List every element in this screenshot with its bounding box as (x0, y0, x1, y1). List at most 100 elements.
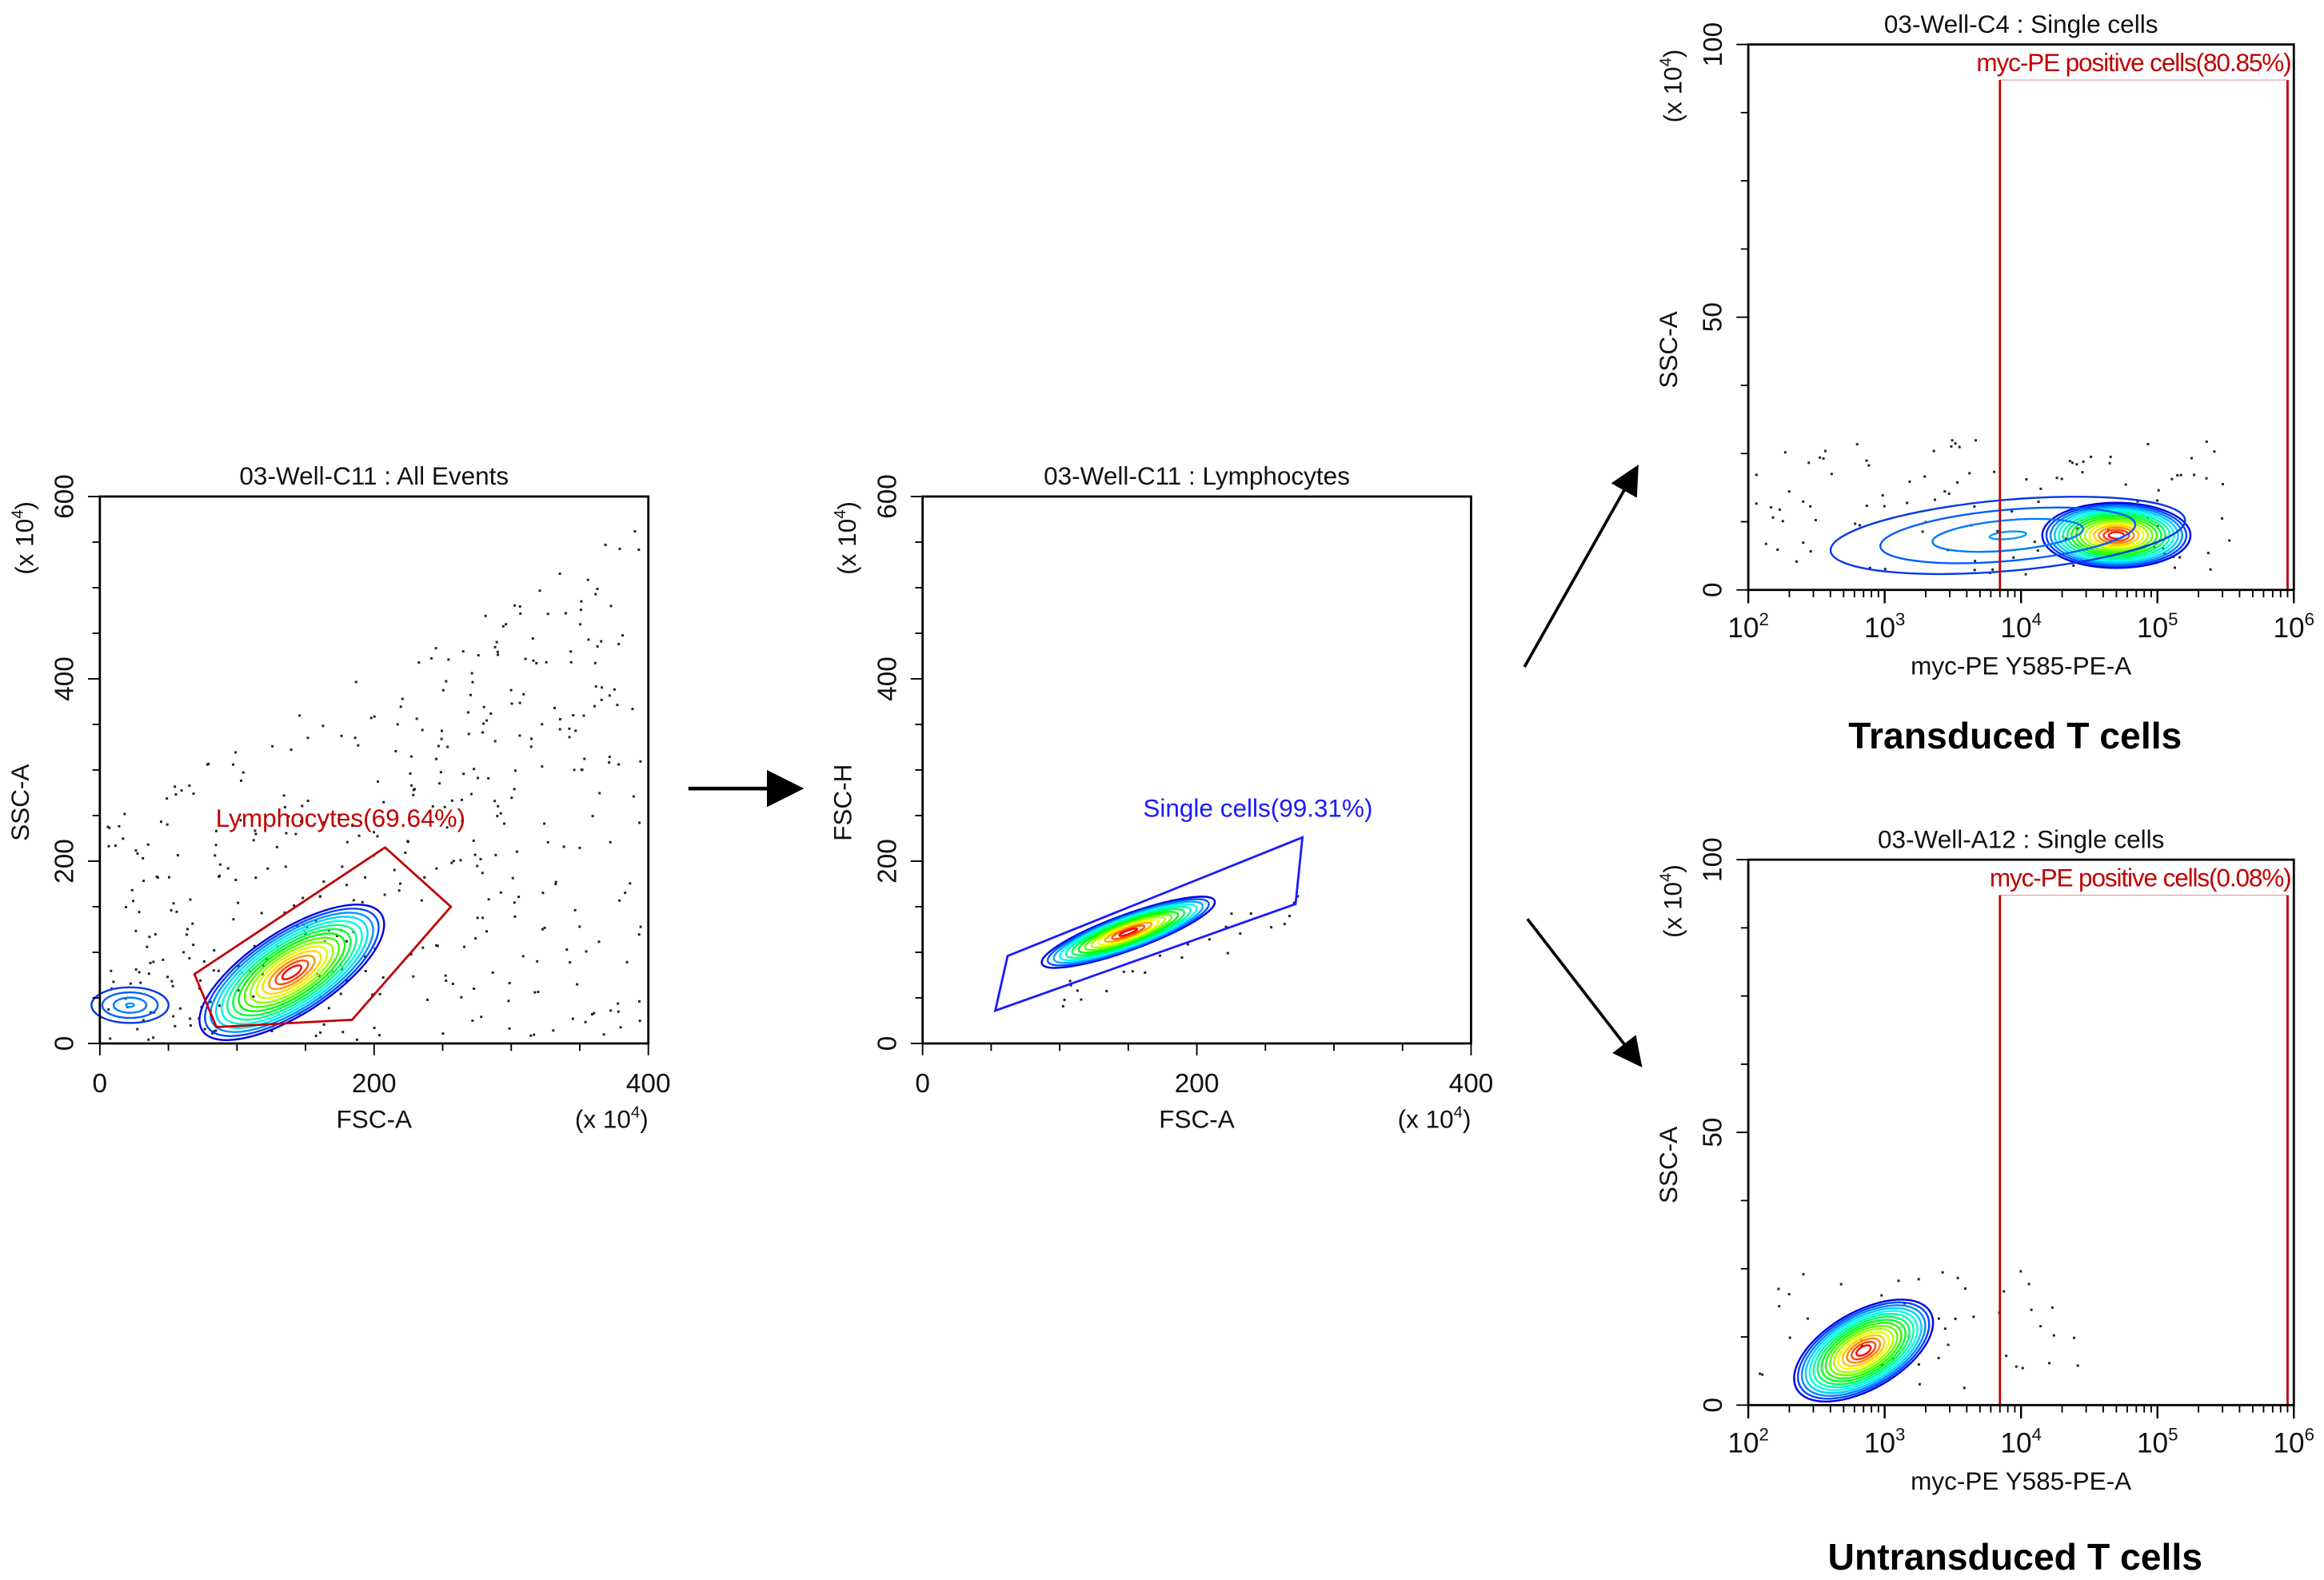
event-dot (1918, 1382, 1921, 1386)
event-dot (377, 780, 380, 783)
y-multiplier-close: ) (1659, 864, 1687, 872)
event-dot (409, 772, 412, 775)
event-dot (493, 740, 497, 743)
event-dot (435, 815, 437, 818)
event-dot (294, 832, 297, 836)
event-dot (112, 980, 115, 984)
event-dot (174, 785, 177, 788)
event-dot (637, 999, 641, 1003)
event-dot (345, 979, 349, 982)
gate-label: Single cells(99.31%) (1143, 793, 1372, 822)
density-contour (1837, 1331, 1891, 1371)
event-dot (1839, 1283, 1843, 1286)
event-dot (189, 898, 192, 901)
event-dot (495, 640, 498, 644)
density-contour (1111, 924, 1146, 940)
x-tick-label: 0 (915, 1069, 930, 1099)
event-dot (2146, 442, 2150, 445)
event-dot (522, 692, 525, 696)
event-dot (481, 872, 484, 875)
event-dot (600, 640, 603, 643)
event-dot (314, 920, 317, 923)
gate-label: myc-PE positive cells(80.85%) (1976, 48, 2290, 77)
event-dot (2025, 478, 2028, 481)
event-dot (253, 944, 256, 948)
event-dot (621, 634, 624, 637)
x-axis-label: myc-PE Y585-PE-A (1911, 1466, 2131, 1495)
event-dot (136, 1027, 139, 1031)
event-dot (1943, 490, 1947, 493)
event-dot (467, 732, 470, 736)
event-dot (459, 859, 462, 862)
event-dot (565, 948, 569, 952)
event-dot (1802, 500, 1805, 503)
x-tick-exponent: 4 (2032, 1425, 2042, 1445)
event-dot (510, 702, 513, 705)
event-dot (518, 734, 521, 737)
event-dot (1761, 1373, 1764, 1376)
event-dot (393, 868, 396, 872)
density-contour (268, 954, 316, 991)
event-dot (1950, 445, 1953, 448)
event-dot (1755, 473, 1758, 477)
event-dot (2003, 1290, 2006, 1293)
event-dot (202, 960, 206, 964)
event-dot (594, 592, 597, 596)
event-dot (1777, 1287, 1780, 1291)
event-dot (2075, 463, 2078, 466)
event-dot (275, 845, 278, 848)
event-dot (1755, 502, 1758, 505)
event-dot (1809, 505, 1812, 508)
event-dot (397, 889, 401, 892)
event-dot (2005, 1355, 2008, 1358)
event-dot (1823, 449, 1827, 453)
event-dot (2081, 471, 2084, 474)
event-dot (1080, 998, 1083, 1001)
event-dot (355, 1038, 358, 1041)
event-dot (2106, 528, 2110, 531)
event-dot (443, 805, 446, 808)
y-tick-label: 100 (1699, 837, 1728, 882)
event-dot (617, 1010, 620, 1013)
event-dot (107, 1008, 110, 1011)
event-dot (1144, 971, 1147, 974)
x-tick-label: 0 (93, 1069, 108, 1099)
event-dot (285, 832, 288, 835)
event-dot (139, 981, 142, 984)
y-tick-label: 400 (50, 656, 79, 701)
event-dot (487, 898, 490, 901)
plot-title: 03-Well-C4 : Single cells (1884, 10, 2158, 38)
event-dot (1974, 560, 1977, 563)
x-tick-exponent: 2 (1759, 609, 1769, 629)
event-dot (2039, 1325, 2042, 1328)
event-dot (513, 769, 517, 772)
event-dot (132, 900, 135, 903)
event-dot (410, 784, 413, 787)
event-dot (476, 864, 479, 868)
density-contour (1064, 905, 1192, 960)
event-dot (1283, 923, 1286, 926)
density-contour (274, 959, 309, 986)
event-dot (568, 727, 571, 730)
event-dot (2015, 1365, 2018, 1368)
event-dot (546, 612, 549, 616)
y-axis-label: SSC-A (1654, 311, 1683, 388)
event-dot (172, 902, 175, 905)
event-dot (494, 853, 497, 856)
event-dot (513, 915, 517, 918)
event-dot (168, 876, 170, 879)
event-dot (1991, 568, 1995, 571)
event-dot (487, 776, 490, 780)
event-dot (473, 853, 477, 856)
y-multiplier-close: ) (833, 501, 861, 510)
event-dot (2076, 527, 2079, 530)
event-dot (420, 899, 423, 902)
event-dot (1076, 989, 1079, 992)
event-dot (604, 543, 607, 546)
density-contour (1846, 1337, 1882, 1364)
event-dot (608, 761, 611, 764)
event-dot (1288, 915, 1291, 918)
event-dot (625, 960, 629, 964)
event-dot (597, 940, 601, 944)
event-dot (1270, 926, 1273, 929)
